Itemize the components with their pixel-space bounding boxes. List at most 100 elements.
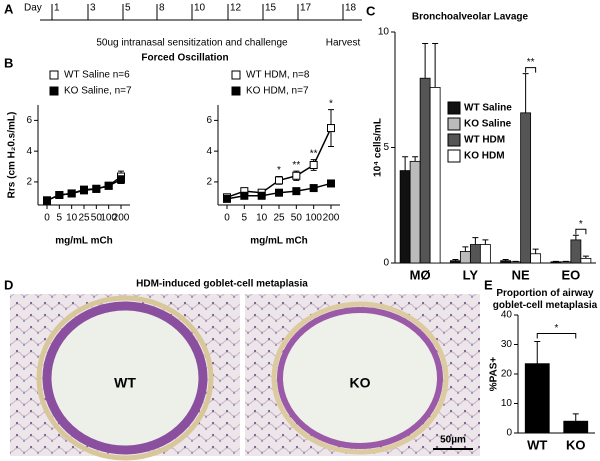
bar xyxy=(510,261,522,264)
bar xyxy=(479,244,491,264)
x-tick-label: 50 xyxy=(91,213,103,224)
legend-label: KO Saline, n=7 xyxy=(64,86,132,97)
bar xyxy=(399,170,411,264)
panel-letter: C xyxy=(366,3,376,18)
chart-title-box: Proportion of airway goblet-cell metapla… xyxy=(492,288,598,311)
x-tick-label: KO xyxy=(566,437,586,452)
significance-bracket xyxy=(536,333,577,339)
x-tick-label: 100 xyxy=(100,213,117,224)
x-tick-label: 200 xyxy=(113,213,130,224)
y-tick-label: 2 xyxy=(26,177,32,188)
legend-label: KO HDM, n=7 xyxy=(246,86,309,97)
error-bar xyxy=(522,73,529,113)
bar xyxy=(550,261,562,264)
timeline-day: 17 xyxy=(300,3,312,14)
annotation: * xyxy=(555,323,559,334)
legend-swatch xyxy=(447,101,461,115)
x-tick-label: 50 xyxy=(291,213,303,224)
marker xyxy=(327,179,335,188)
legend-marker xyxy=(49,70,59,80)
marker xyxy=(240,191,249,200)
y-tick-label: 2 xyxy=(206,177,212,188)
y-tick-label: 6 xyxy=(206,115,212,126)
timeline-day: 3 xyxy=(90,3,96,14)
error-bar xyxy=(402,156,409,171)
timeline-phase: 50ug intranasal sensitization and challe… xyxy=(96,38,288,49)
error-bar xyxy=(572,413,579,422)
bar xyxy=(429,87,441,264)
chart-title: Bronchoalveolar Lavage xyxy=(412,12,529,23)
legend-label: WT HDM, n=8 xyxy=(246,70,310,81)
bar xyxy=(419,77,431,264)
panel-letter: E xyxy=(484,277,493,292)
legend-marker xyxy=(49,86,59,96)
chart-title: Proportion of airway goblet-cell metapla… xyxy=(492,288,598,311)
marker xyxy=(275,188,283,197)
x-tick-label: MØ xyxy=(410,267,431,282)
marker xyxy=(55,191,64,199)
x-tick-label: 0 xyxy=(224,213,230,224)
marker xyxy=(275,176,283,185)
panel-letter: B xyxy=(4,55,13,70)
x-tick-label: 10 xyxy=(256,213,268,224)
marker xyxy=(43,196,51,205)
timeline-day: 1 xyxy=(54,3,60,14)
y-tick-label: 0 xyxy=(383,258,389,269)
x-tick-label: EO xyxy=(561,267,580,282)
airway xyxy=(277,307,443,449)
y-tick-label: 4 xyxy=(206,146,212,157)
significance-bracket xyxy=(575,228,587,235)
y-axis-label: Rrs (cm H₂0.s/mL) xyxy=(7,112,18,199)
marker xyxy=(223,194,231,203)
bar xyxy=(409,160,421,264)
bar xyxy=(500,260,512,264)
error-bar xyxy=(482,239,489,245)
legend-label: WT HDM xyxy=(464,135,505,146)
y-tick-label: 10 xyxy=(501,398,513,409)
timeline-end: Harvest xyxy=(326,38,361,49)
x-tick-label: 100 xyxy=(305,213,322,224)
legend-marker xyxy=(231,86,241,96)
marker xyxy=(257,191,266,200)
bar xyxy=(560,261,572,264)
bar xyxy=(580,257,592,264)
airway-wall xyxy=(271,301,449,455)
timeline-day: 10 xyxy=(194,3,206,14)
image-label: KO xyxy=(350,375,371,391)
image-title: HDM-induced goblet-cell metaplasia xyxy=(136,279,308,290)
y-tick-label: 4 xyxy=(26,146,32,157)
annotation: * xyxy=(329,98,333,109)
y-tick-label: 10 xyxy=(378,27,390,38)
bar xyxy=(563,420,589,434)
legend-label: KO Saline xyxy=(464,119,512,130)
y-tick-label: 0 xyxy=(506,428,512,439)
timeline-day: 12 xyxy=(230,3,242,14)
error-bar xyxy=(432,43,439,88)
annotation: * xyxy=(579,219,583,230)
annotation: ** xyxy=(292,160,300,171)
bar xyxy=(570,239,582,264)
bar xyxy=(524,363,550,434)
legend-label: WT Saline n=6 xyxy=(64,70,130,81)
airway-wall xyxy=(36,295,214,461)
scale-label: 50µm xyxy=(440,435,466,446)
x-axis-label: mg/mL mCh xyxy=(55,236,113,247)
x-tick-label: 200 xyxy=(323,213,340,224)
marker xyxy=(67,189,76,198)
bar xyxy=(520,112,532,264)
x-tick-label: 25 xyxy=(78,213,90,224)
error-bar xyxy=(472,237,479,245)
x-tick-label: 0 xyxy=(44,213,50,224)
marker xyxy=(117,175,125,184)
x-tick-label: 25 xyxy=(273,213,285,224)
timeline-days: 1 3 5 8 10 12 15 17 18 xyxy=(51,3,357,20)
annotation: ** xyxy=(527,57,535,68)
timeline-day: 18 xyxy=(345,3,357,14)
error-bar xyxy=(534,341,541,364)
legend-swatch xyxy=(447,117,461,131)
timeline-day: 5 xyxy=(125,3,131,14)
marker xyxy=(309,184,318,193)
marker xyxy=(292,171,301,180)
marker xyxy=(309,161,318,169)
